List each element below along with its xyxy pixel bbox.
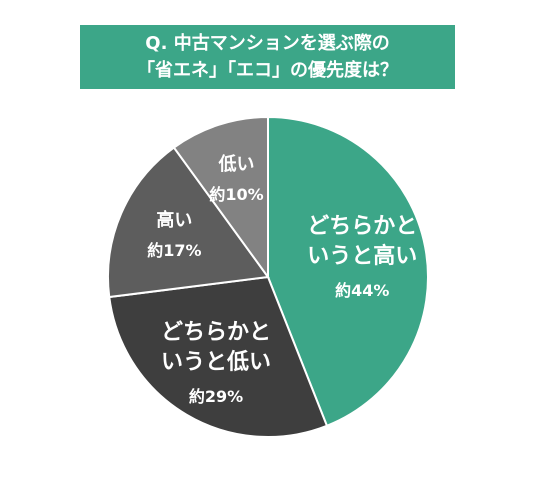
category-label: どちらかというと高い xyxy=(307,214,418,269)
slice-label: どちらかというと低い約29% xyxy=(159,318,273,412)
category-label: 低い xyxy=(218,153,255,175)
title-box: Q. 中古マンションを選ぶ際の 「省エネ」「エコ」の優先度は？ xyxy=(80,25,455,89)
pie-slice xyxy=(172,115,269,281)
slice-label: どちらかというと高い約44% xyxy=(305,212,419,306)
chart-title: Q. 中古マンションを選ぶ際の xyxy=(145,33,390,54)
value-label: 約10% xyxy=(209,184,264,204)
category-label: どちらかというと低い xyxy=(161,319,272,375)
value-label: 約29% xyxy=(188,386,244,406)
slice-label: 高い約17% xyxy=(129,208,219,264)
chart-title: 「省エネ」「エコ」の優先度は？ xyxy=(137,60,398,81)
value-label: 約17% xyxy=(147,241,202,261)
pie-slice xyxy=(108,275,329,438)
slice-label: 低い約10% xyxy=(191,152,281,208)
pie-slice xyxy=(267,115,429,428)
category-label: 高い xyxy=(156,210,193,232)
value-label: 約44% xyxy=(335,281,390,300)
pie-slice xyxy=(107,146,270,299)
